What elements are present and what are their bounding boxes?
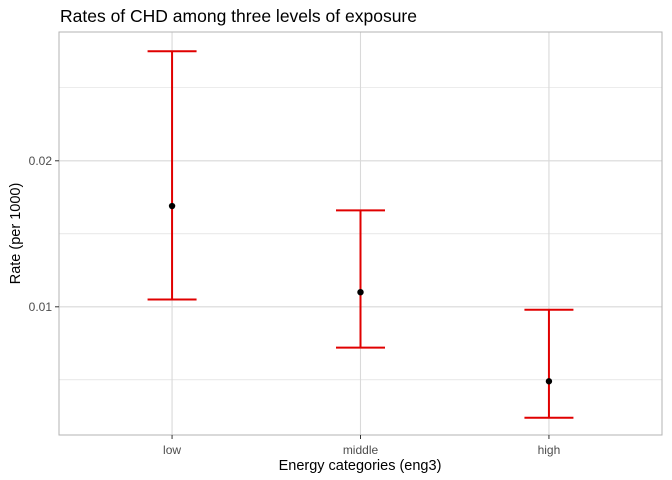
y-tick-label: 0.01 — [29, 300, 53, 314]
x-tick-label: high — [538, 443, 561, 457]
data-point — [168, 202, 176, 210]
y-axis-title: Rate (per 1000) — [8, 183, 24, 285]
tick-marks — [55, 160, 550, 439]
x-tick-labels: low middle high — [163, 443, 560, 457]
y-tick-label: 0.02 — [29, 154, 53, 168]
chart-title: Rates of CHD among three levels of expos… — [60, 6, 417, 26]
data-point — [545, 378, 553, 385]
data-point — [357, 288, 364, 296]
x-tick-label: middle — [343, 443, 379, 457]
points — [168, 202, 553, 385]
errorbars — [147, 50, 574, 419]
x-axis-title: Energy categories (eng3) — [279, 458, 442, 474]
x-tick-label: low — [163, 443, 181, 457]
y-tick-labels: 0.01 0.02 — [29, 154, 53, 314]
